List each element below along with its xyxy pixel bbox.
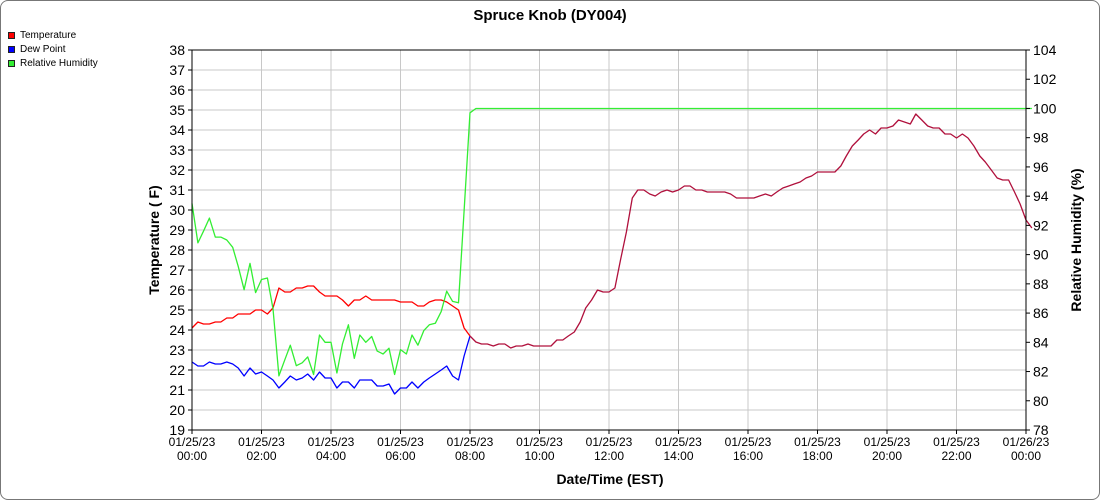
x-tick-time-label: 16:00 [733,449,763,463]
left-tick-label: 27 [169,262,185,278]
left-tick-label: 33 [169,142,185,158]
left-tick-label: 37 [169,62,185,78]
legend-item-dew-point: Dew Point [8,42,98,56]
x-tick-date-label: 01/26/23 [1003,435,1050,449]
x-tick-date-label: 01/25/23 [169,435,216,449]
x-tick-date-label: 01/25/23 [655,435,702,449]
x-tick-time-label: 00:00 [177,449,207,463]
legend-label-dew-point: Dew Point [20,43,66,55]
x-tick-date-label: 01/25/23 [586,435,633,449]
right-tick-label: 82 [1033,364,1049,380]
right-tick-label: 98 [1033,130,1049,146]
left-tick-label: 24 [169,322,185,338]
left-tick-label: 28 [169,242,185,258]
right-axis-label: Relative Humidity (%) [1068,168,1084,311]
right-tick-label: 100 [1033,100,1057,116]
x-tick-date-label: 01/25/23 [447,435,494,449]
x-tick-time-label: 12:00 [594,449,624,463]
series-line-temperature-dew-point-identical-after-08-00 [469,113,1033,349]
x-tick-time-label: 08:00 [455,449,485,463]
left-tick-label: 22 [169,362,185,378]
left-tick-label: 36 [169,82,185,98]
left-tick-label: 23 [169,342,185,358]
chart-title: Spruce Knob (DY004) [473,7,626,24]
x-tick-date-label: 01/25/23 [794,435,841,449]
legend-item-relative-humidity: Relative Humidity [8,56,98,70]
left-tick-label: 21 [169,382,185,398]
left-tick-label: 34 [169,122,185,138]
left-tick-label: 29 [169,222,185,238]
right-tick-label: 86 [1033,305,1049,321]
x-tick-time-label: 18:00 [802,449,832,463]
left-axis-ticks: 19 20 21 22 23 24 25 26 27 28 29 30 31 32 33 34 35 36 37 38 [169,42,192,438]
grid [191,49,1027,431]
x-tick-date-label: 01/25/23 [238,435,285,449]
x-tick-time-label: 06:00 [385,449,415,463]
legend-label-temperature: Temperature [20,29,77,41]
x-tick-time-label: 04:00 [316,449,346,463]
x-tick-time-label: 20:00 [872,449,902,463]
x-axis-label: Date/Time (EST) [556,471,663,487]
x-tick-date-label: 01/25/23 [377,435,424,449]
left-tick-label: 19 [169,422,185,438]
left-tick-label: 30 [169,202,185,218]
right-tick-label: 78 [1033,422,1049,438]
x-tick-time-label: 00:00 [1011,449,1041,463]
right-tick-label: 88 [1033,276,1049,292]
right-axis-ticks: 78 80 82 84 86 88 90 92 94 96 98 100 102 104 [1026,42,1057,438]
x-tick-date-label: 01/25/23 [864,435,911,449]
right-tick-label: 84 [1033,334,1049,350]
x-tick-date-label: 01/25/23 [308,435,355,449]
left-axis-label: Temperature ( F) [146,185,162,294]
left-tick-label: 25 [169,302,185,318]
legend-item-temperature: Temperature [8,28,98,42]
series-line-dew-point [191,335,471,395]
right-tick-label: 94 [1033,188,1049,204]
right-tick-label: 102 [1033,71,1057,87]
x-tick-date-label: 01/25/23 [516,435,563,449]
right-tick-label: 96 [1033,159,1049,175]
x-tick-time-label: 22:00 [941,449,971,463]
left-tick-label: 31 [169,182,185,198]
series-group [191,107,1033,395]
left-tick-label: 26 [169,282,185,298]
right-tick-label: 80 [1033,393,1049,409]
right-tick-label: 90 [1033,247,1049,263]
x-axis-ticks: 01/25/2300:0001/25/2302:0001/25/2304:000… [169,430,1050,463]
legend-label-relative-humidity: Relative Humidity [20,57,98,69]
left-tick-label: 20 [169,402,185,418]
right-tick-label: 104 [1033,42,1057,58]
left-tick-label: 35 [169,102,185,118]
left-tick-label: 38 [169,42,185,58]
legend: Temperature Dew Point Relative Humidity [8,28,98,70]
legend-swatch-relative-humidity [8,59,15,67]
series-line-temperature [191,285,471,337]
legend-swatch-temperature [8,31,15,39]
left-tick-label: 32 [169,162,185,178]
x-tick-date-label: 01/25/23 [725,435,772,449]
right-tick-label: 92 [1033,217,1049,233]
legend-swatch-dew-point [8,45,15,53]
x-tick-date-label: 01/25/23 [933,435,980,449]
x-tick-time-label: 02:00 [246,449,276,463]
x-tick-time-label: 14:00 [663,449,693,463]
x-tick-time-label: 10:00 [524,449,554,463]
series-line-relative-humidity [191,107,1032,377]
